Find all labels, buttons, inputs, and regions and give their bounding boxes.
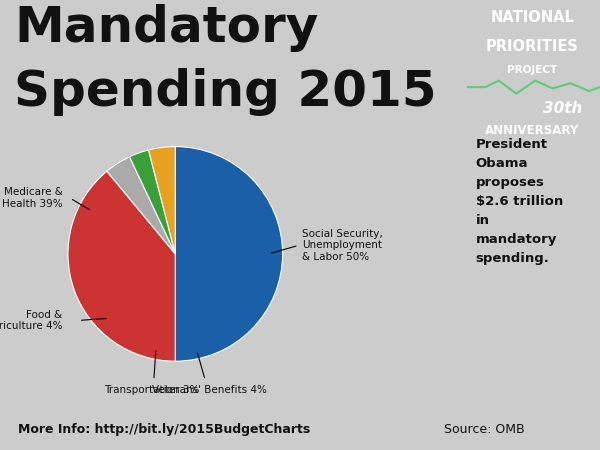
Wedge shape — [107, 157, 175, 254]
Text: President
Obama
proposes
$2.6 trillion
in
mandatory
spending.: President Obama proposes $2.6 trillion i… — [476, 139, 563, 266]
Text: PRIORITIES: PRIORITIES — [486, 39, 579, 54]
Text: Medicare &
Health 39%: Medicare & Health 39% — [2, 187, 62, 209]
Text: Social Security,
Unemployment
& Labor 50%: Social Security, Unemployment & Labor 50… — [302, 229, 383, 262]
Text: More Info: http://bit.ly/2015BudgetCharts: More Info: http://bit.ly/2015BudgetChart… — [18, 423, 310, 436]
Wedge shape — [130, 150, 175, 254]
Wedge shape — [175, 147, 283, 361]
Text: Source: OMB: Source: OMB — [444, 423, 524, 436]
Text: ANNIVERSARY: ANNIVERSARY — [485, 124, 580, 136]
Text: Mandatory: Mandatory — [14, 4, 319, 52]
Text: Transportation 3%: Transportation 3% — [104, 385, 199, 395]
Text: Veterans' Benefits 4%: Veterans' Benefits 4% — [152, 385, 267, 395]
Text: PROJECT: PROJECT — [508, 65, 557, 75]
Wedge shape — [68, 171, 175, 361]
Text: 30th: 30th — [542, 101, 582, 117]
Text: Spending 2015: Spending 2015 — [14, 68, 437, 116]
Text: NATIONAL: NATIONAL — [491, 10, 574, 25]
Text: Food &
Agriculture 4%: Food & Agriculture 4% — [0, 310, 62, 331]
Wedge shape — [149, 147, 175, 254]
